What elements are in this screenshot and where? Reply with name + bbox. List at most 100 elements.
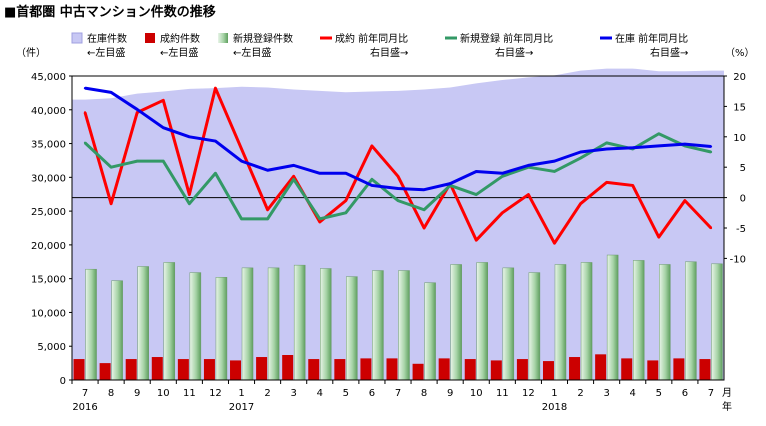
registration-bar-4	[189, 272, 202, 381]
x-tick-label: 8	[108, 388, 114, 399]
line-point-1-9	[318, 217, 321, 221]
x-tick-label: 4	[630, 388, 636, 399]
registration-bar-13	[424, 282, 436, 381]
left-tick-label: 35,000	[31, 140, 66, 151]
legend-axis-note: 右目盛→	[650, 46, 688, 59]
x-tick-label: 10	[470, 388, 483, 399]
line-point-2-18	[553, 159, 556, 163]
line-point-0-22	[657, 235, 660, 239]
line-point-0-2	[136, 111, 139, 114]
x-tick-label: 12	[522, 388, 535, 399]
x-tick-label: 7	[708, 388, 714, 399]
registration-bar-1	[111, 280, 123, 381]
line-point-1-22	[657, 132, 660, 135]
left-tick-label: 10,000	[31, 308, 66, 319]
sales-bar-8	[282, 355, 294, 380]
month-label: 月	[722, 387, 732, 399]
legend-axis-note: 右目盛→	[495, 46, 533, 59]
x-tick-label: 7	[395, 388, 401, 399]
x-tick-label: 9	[447, 388, 453, 399]
line-point-1-20	[605, 141, 608, 145]
line-point-2-11	[370, 184, 374, 187]
sales-bar-18	[542, 361, 554, 380]
line-point-0-7	[266, 208, 269, 211]
line-point-1-0	[83, 141, 87, 145]
line-point-0-23	[683, 199, 687, 202]
left-tick-label: 15,000	[31, 275, 66, 286]
right-axis-unit: （%）	[725, 47, 755, 59]
x-tick-label: 3	[603, 388, 609, 399]
line-point-2-1	[109, 91, 113, 94]
registration-bar-7	[267, 267, 280, 381]
line-point-2-2	[136, 108, 139, 111]
registration-bar-20	[606, 254, 619, 381]
sales-bar-13	[412, 363, 424, 380]
line-point-2-24	[709, 145, 713, 148]
line-point-1-6	[240, 217, 243, 221]
registration-bar-12	[398, 270, 410, 381]
line-point-0-5	[214, 86, 217, 90]
line-point-0-9	[318, 220, 321, 224]
legend-label: 新規登録件数	[233, 32, 293, 45]
legend-axis-note: 右目盛→	[370, 46, 408, 59]
axis-layer: 0 5,000 10,000 15,000 20,000 25,000 30,000 35,0…	[31, 72, 746, 413]
registration-bar-15	[476, 262, 488, 381]
line-point-2-6	[240, 159, 243, 163]
registration-bar-3	[163, 262, 176, 381]
x-tick-label: 6	[369, 388, 375, 399]
line-point-0-8	[292, 175, 295, 178]
x-tick-label: 4	[317, 388, 323, 399]
sales-bar-20	[595, 354, 607, 380]
registration-bar-10	[346, 276, 358, 381]
registration-bar-17	[528, 272, 541, 381]
line-point-2-12	[396, 187, 400, 190]
right-tick-label: -5	[736, 224, 746, 235]
year-label: 2016	[72, 402, 97, 413]
legend-swatch	[71, 32, 83, 44]
x-tick-label: 1	[551, 388, 557, 399]
line-point-2-13	[422, 188, 426, 191]
sales-bar-12	[386, 358, 398, 380]
line-point-0-20	[605, 181, 608, 184]
line-point-1-10	[344, 211, 348, 214]
x-tick-label: 1	[238, 388, 244, 399]
registration-bar-22	[659, 264, 671, 381]
line-point-0-1	[109, 202, 113, 205]
line-point-2-8	[292, 164, 295, 167]
line-point-0-6	[240, 147, 243, 151]
left-tick-label: 20,000	[31, 241, 66, 252]
sales-bar-21	[621, 358, 633, 380]
line-point-2-3	[162, 126, 165, 129]
line-point-0-12	[396, 175, 400, 178]
left-tick-label: 40,000	[31, 106, 66, 117]
line-point-2-14	[448, 182, 452, 185]
registration-bar-18	[554, 264, 567, 381]
year-unit-label: 年	[722, 400, 732, 413]
line-point-2-10	[344, 172, 348, 175]
line-point-2-22	[657, 144, 660, 148]
x-tick-label: 5	[656, 388, 662, 399]
right-tick-label: 20	[733, 72, 746, 83]
line-point-1-13	[422, 208, 426, 211]
line-point-1-5	[214, 172, 217, 175]
sales-bar-10	[334, 359, 346, 380]
right-tick-label: -10	[730, 254, 746, 265]
line-layer	[83, 86, 713, 245]
line-point-2-19	[579, 150, 582, 154]
line-point-0-24	[709, 226, 713, 230]
line-point-0-11	[370, 144, 374, 148]
left-tick-label: 25,000	[31, 207, 66, 218]
line-point-1-3	[162, 159, 165, 163]
registration-bar-6	[241, 267, 254, 381]
sales-bar-17	[516, 359, 528, 380]
legend-label: 成約件数	[160, 32, 200, 45]
line-point-0-21	[631, 184, 634, 187]
x-tick-label: 11	[183, 388, 196, 399]
sales-bar-23	[673, 358, 685, 380]
registration-bar-23	[685, 261, 697, 381]
registration-bar-11	[372, 270, 384, 381]
line-point-1-2	[136, 159, 139, 163]
line-point-2-9	[318, 172, 321, 175]
legend-axis-note: ←左目盛	[233, 46, 271, 59]
